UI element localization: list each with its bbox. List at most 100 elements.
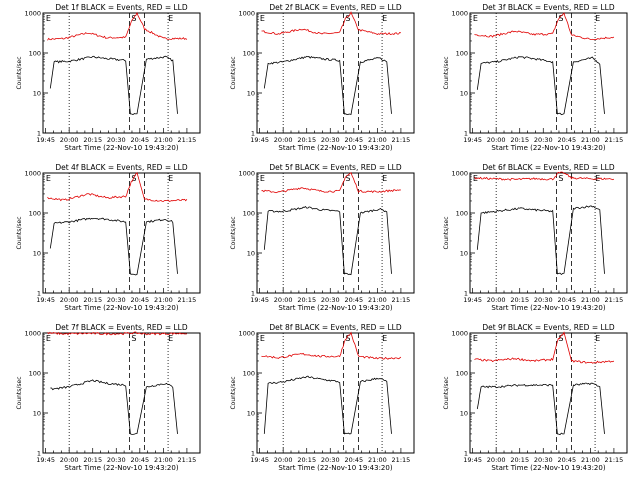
panel-8: Det 8f BLACK = Events, RED = LLD 1 10 100 10… (230, 323, 415, 472)
x-tick-label: 20:00 (60, 296, 79, 304)
x-tick-label: 21:15 (605, 296, 624, 304)
x-tick-label: 20:30 (107, 136, 126, 144)
saa-marker-label: S (558, 14, 563, 23)
events-series-line (49, 217, 178, 276)
y-tick-label: 1000 (24, 10, 41, 18)
panel-2: Det 2f BLACK = Events, RED = LLD 1 10 100 10… (230, 3, 415, 152)
x-tick-label: 20:45 (557, 456, 576, 464)
x-tick-label: 21:15 (392, 296, 411, 304)
x-tick-label: 20:45 (344, 456, 363, 464)
panel-title: Det 8f BLACK = Events, RED = LLD (269, 323, 402, 332)
y-tick-label: 10 (33, 410, 41, 418)
x-tick-label: 20:45 (557, 136, 576, 144)
eclipse-marker-label: E (473, 334, 478, 343)
x-axis-label: Start Time (22-Nov-10 19:43:20) (64, 304, 178, 312)
lld-series-line (474, 331, 615, 364)
x-tick-label: 20:15 (83, 456, 102, 464)
y-tick-label: 10 (247, 250, 255, 258)
y-tick-label: 1000 (451, 330, 468, 338)
panel-5: Det 5f BLACK = Events, RED = LLD 1 10 100 10… (230, 163, 415, 312)
y-tick-label: 10 (33, 250, 41, 258)
y-tick-label: 100 (29, 370, 41, 378)
x-tick-label: 19:45 (463, 296, 482, 304)
y-tick-label: 1 (464, 130, 468, 138)
y-tick-label: 1000 (451, 170, 468, 178)
y-tick-label: 1000 (238, 170, 255, 178)
x-tick-label: 21:00 (368, 136, 387, 144)
x-tick-label: 21:15 (605, 136, 624, 144)
x-tick-label: 20:30 (534, 296, 553, 304)
eclipse-marker-label: E (382, 334, 387, 343)
eclipse-marker-label: E (168, 14, 173, 23)
y-tick-label: 10 (460, 250, 468, 258)
x-axis-label: Start Time (22-Nov-10 19:43:20) (491, 304, 605, 312)
y-tick-label: 10 (247, 90, 255, 98)
x-tick-label: 19:45 (250, 456, 269, 464)
y-tick-label: 10 (247, 410, 255, 418)
lld-series-line (47, 331, 187, 336)
eclipse-marker-label: E (473, 14, 478, 23)
x-tick-label: 20:15 (297, 136, 316, 144)
x-tick-label: 19:45 (250, 136, 269, 144)
y-axis-label: Counts/sec (16, 56, 23, 89)
plot-frame (42, 332, 201, 454)
x-tick-label: 19:45 (463, 456, 482, 464)
x-tick-label: 20:30 (321, 296, 340, 304)
eclipse-marker-label: E (595, 14, 600, 23)
y-axis-label: Counts/sec (16, 376, 23, 409)
eclipse-marker-label: E (260, 174, 265, 183)
eclipse-marker-label: E (168, 334, 173, 343)
x-tick-label: 21:15 (392, 136, 411, 144)
saa-marker-label: S (131, 334, 136, 343)
panel-title: Det 5f BLACK = Events, RED = LLD (269, 163, 402, 172)
y-tick-label: 1 (37, 290, 41, 298)
x-tick-label: 20:30 (321, 456, 340, 464)
y-tick-label: 1 (251, 290, 255, 298)
y-axis-label: Counts/sec (230, 376, 237, 409)
x-tick-label: 21:15 (178, 296, 197, 304)
y-tick-label: 1000 (451, 10, 468, 18)
plot-frame (256, 172, 415, 294)
plot-frame (469, 332, 628, 454)
x-axis-label: Start Time (22-Nov-10 19:43:20) (491, 464, 605, 472)
x-tick-label: 20:15 (83, 296, 102, 304)
panel-title: Det 4f BLACK = Events, RED = LLD (55, 163, 188, 172)
x-tick-label: 20:30 (107, 296, 126, 304)
x-tick-label: 20:45 (130, 296, 149, 304)
y-tick-label: 100 (456, 50, 468, 58)
y-tick-label: 10 (460, 90, 468, 98)
y-tick-label: 1000 (24, 170, 41, 178)
eclipse-marker-label: E (260, 334, 265, 343)
y-axis-label: Counts/sec (443, 56, 450, 89)
events-series-line (476, 56, 605, 116)
x-tick-label: 20:30 (534, 456, 553, 464)
eclipse-marker-label: E (168, 174, 173, 183)
x-tick-label: 20:00 (60, 136, 79, 144)
events-series-line (263, 205, 392, 276)
y-tick-label: 1 (464, 450, 468, 458)
x-tick-label: 19:45 (36, 456, 55, 464)
x-tick-label: 20:15 (297, 296, 316, 304)
panel-title: Det 6f BLACK = Events, RED = LLD (482, 163, 615, 172)
plot-frame (42, 172, 201, 294)
events-series-line (476, 382, 605, 436)
eclipse-marker-label: E (382, 14, 387, 23)
x-tick-label: 20:45 (344, 136, 363, 144)
panel-title: Det 9f BLACK = Events, RED = LLD (482, 323, 615, 332)
y-axis-label: Counts/sec (16, 216, 23, 249)
y-tick-label: 1000 (238, 10, 255, 18)
plot-frame (256, 332, 415, 454)
panel-9: Det 9f BLACK = Events, RED = LLD 1 10 100 10… (443, 323, 628, 472)
x-tick-label: 20:00 (487, 296, 506, 304)
eclipse-marker-label: E (46, 14, 51, 23)
y-tick-label: 100 (456, 370, 468, 378)
x-tick-label: 20:45 (344, 296, 363, 304)
lld-series-line (261, 11, 402, 36)
saa-marker-label: S (345, 334, 350, 343)
y-tick-label: 100 (243, 50, 255, 58)
x-tick-label: 20:30 (534, 136, 553, 144)
panel-6: Det 6f BLACK = Events, RED = LLD 1 10 100 10… (443, 163, 628, 312)
x-tick-label: 20:00 (60, 456, 79, 464)
x-tick-label: 21:00 (154, 136, 173, 144)
